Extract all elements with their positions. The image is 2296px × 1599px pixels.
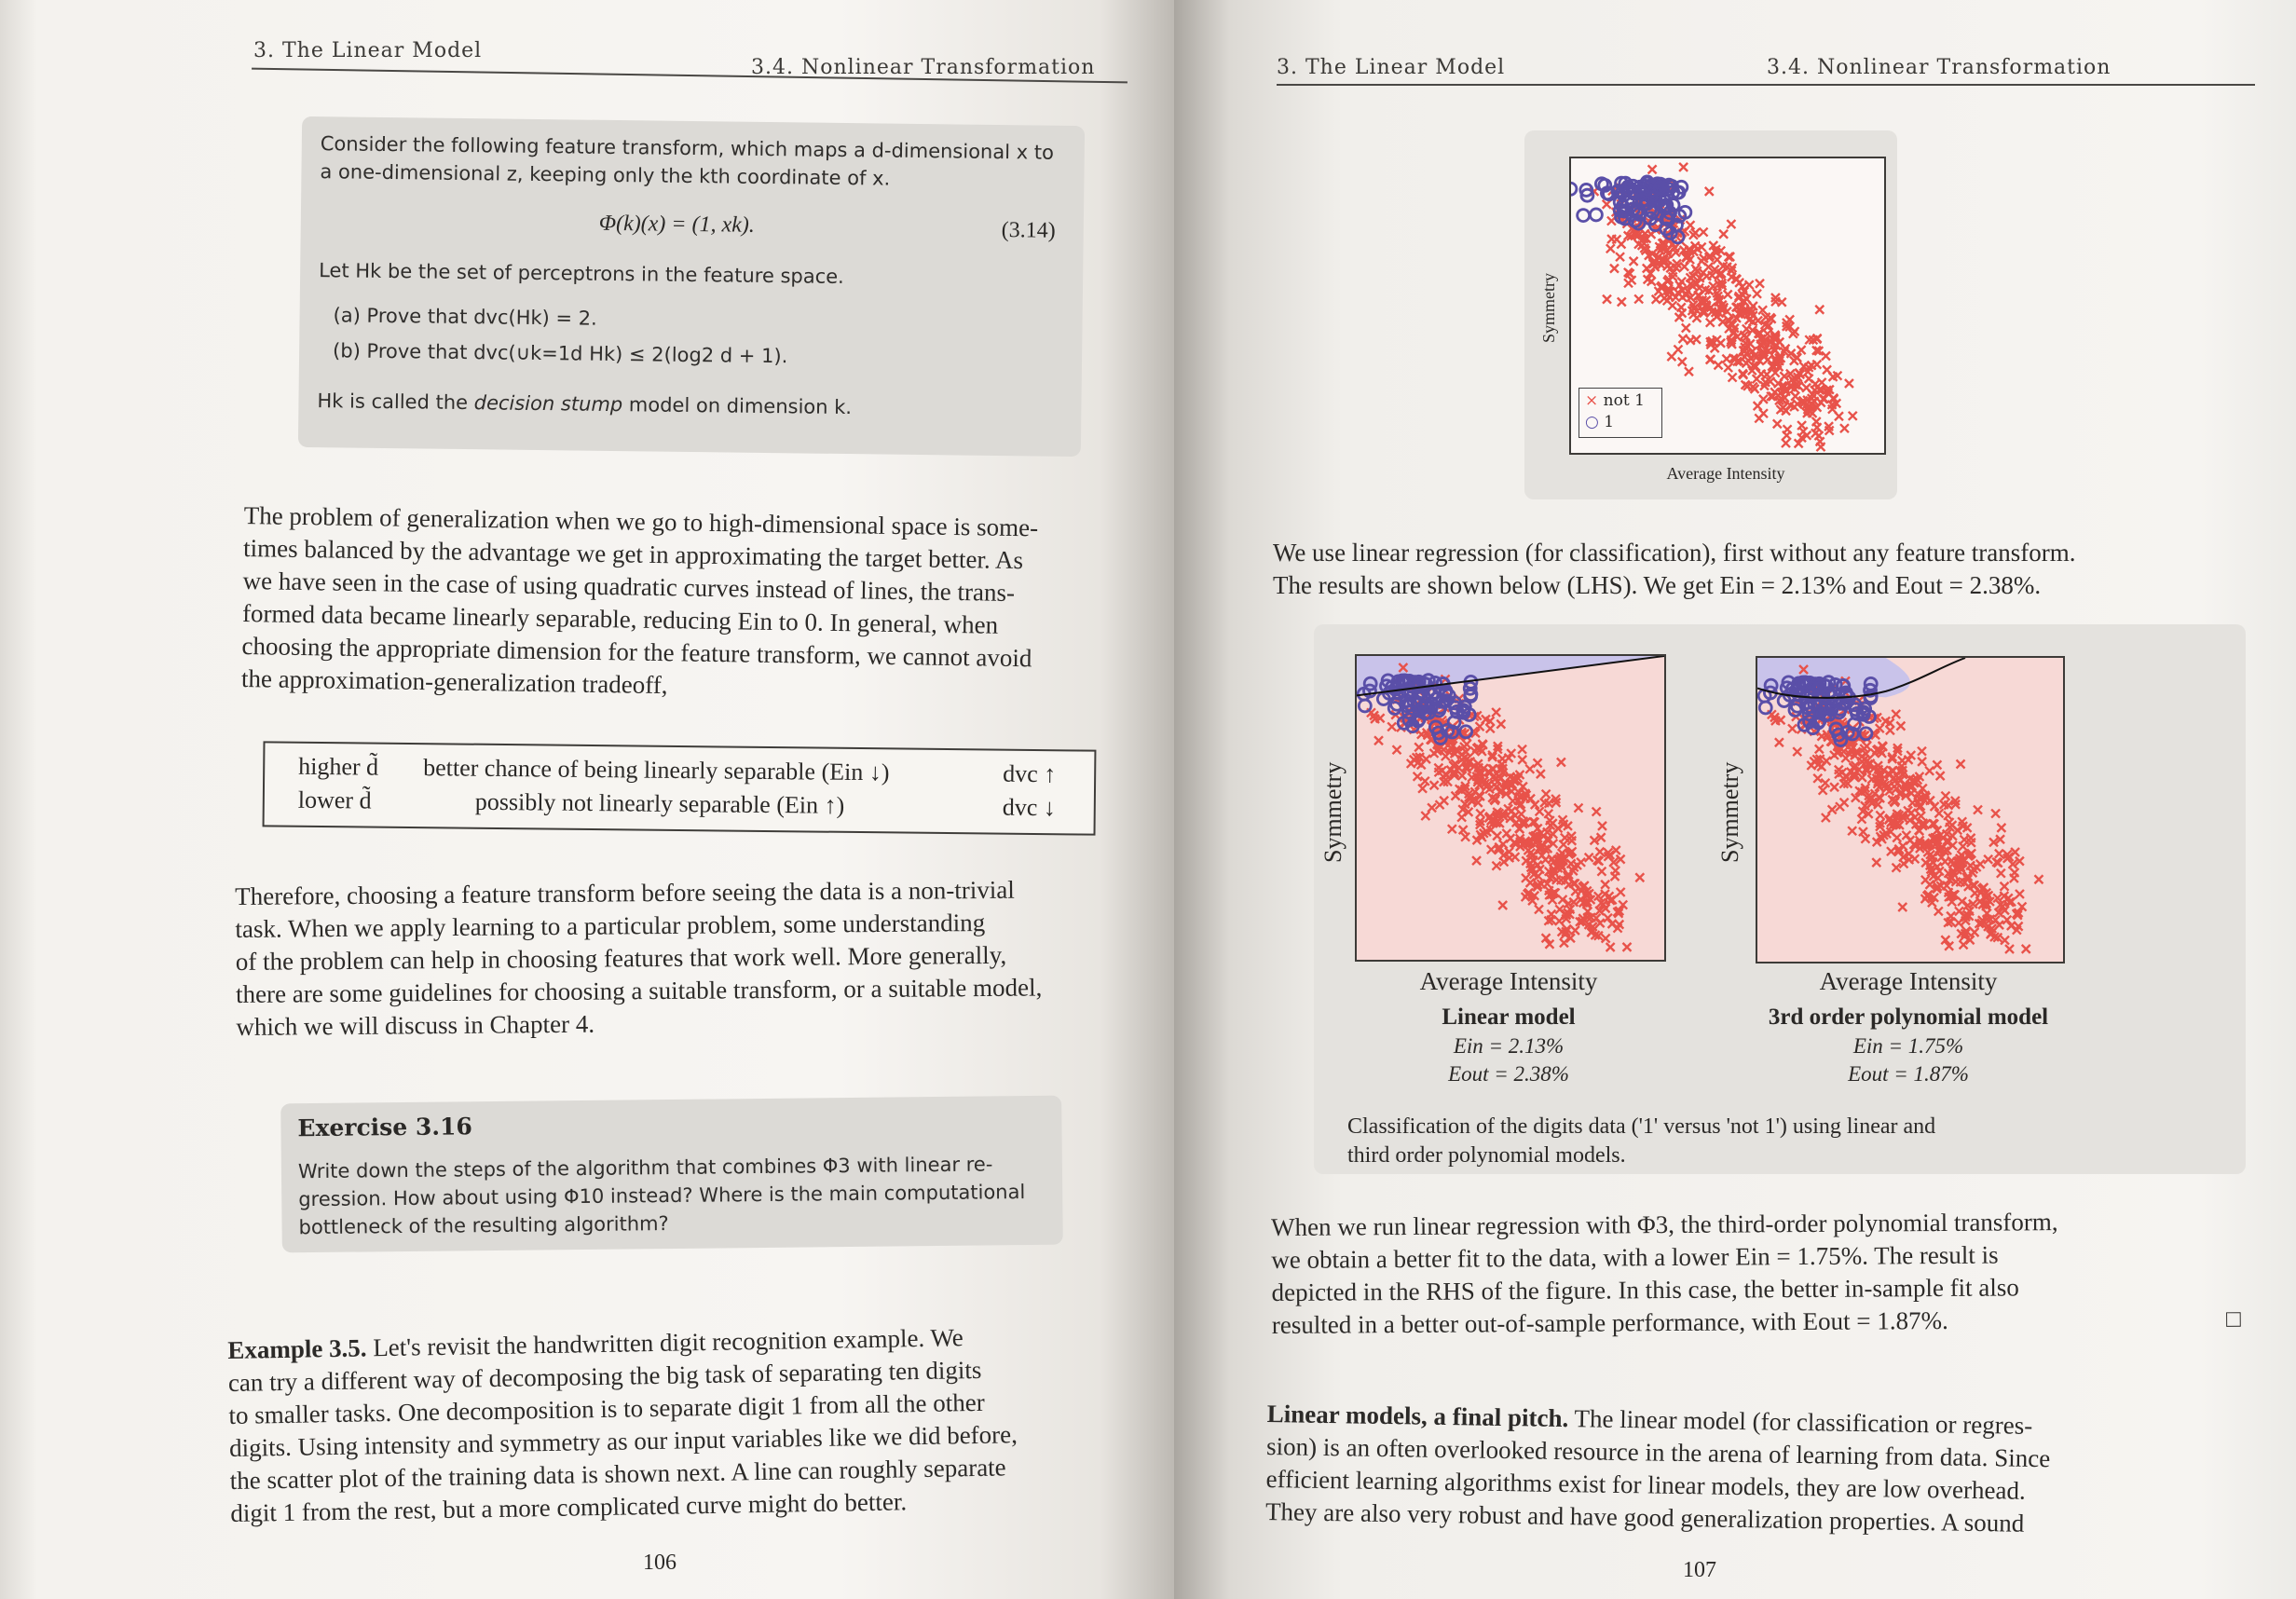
right-header-chapter: 3. The Linear Model — [1277, 56, 1506, 79]
right-page-number: 107 — [1683, 1558, 1716, 1582]
digit1-points — [1757, 675, 1879, 747]
caption-line: third order polynomial models. — [1347, 1143, 1626, 1168]
closing-emphasis: decision stump — [473, 391, 623, 417]
left-header-chapter: 3. The Linear Model — [253, 39, 483, 62]
tradeoff-row1-dvc: dvc ↑ — [1003, 759, 1057, 788]
tradeoff-table: higher d̃ better chance of being linearl… — [262, 741, 1097, 836]
digit1-points — [1571, 174, 1693, 245]
right-para2-line: resulted in a better out-of-sample perfo… — [1271, 1305, 1948, 1339]
polynomial-model-panel — [1756, 656, 2065, 964]
para2-line: which we will discuss in Chapter 4. — [236, 1009, 595, 1041]
right-header-rule — [1277, 84, 2255, 86]
figure-caption: Classification of the digits data ('1' v… — [1347, 1113, 2223, 1170]
final-pitch-paragraph: Linear models, a final pitch. The linear… — [1265, 1398, 2242, 1543]
right-para1-line: We use linear regression (for classifica… — [1273, 539, 2076, 567]
polynomial-model-title: 3rd order polynomial model — [1768, 1004, 2049, 1030]
exercise-316-box: Exercise 3.16 Write down the steps of th… — [280, 1095, 1063, 1253]
top-scatter-panel: × not 1 ○ 1 — [1569, 157, 1886, 455]
tradeoff-row2-dvc: dvc ↓ — [1002, 793, 1057, 822]
feature-transform-equation: Φ(k)(x) = (1, xk). — [598, 211, 755, 238]
tradeoff-row1-text: better chance of being linearly separabl… — [423, 754, 890, 786]
polynomial-model-ein: Ein = 1.75% — [1852, 1034, 1964, 1058]
linear-panel-xlabel: Average Intensity — [1419, 967, 1598, 995]
exercise-part-b: (b) Prove that dvc(∪k=1d Hk) ≤ 2(log2 d … — [332, 339, 788, 368]
polynomial-panel-xlabel: Average Intensity — [1819, 967, 1998, 995]
closing-suffix: model on dimension k. — [622, 393, 853, 419]
qed-square-icon: □ — [2226, 1305, 2241, 1332]
final-pitch-first-line: The linear model (for classification or … — [1574, 1404, 2033, 1440]
exercise-closing-line: Hk is called the decision stump model on… — [317, 387, 852, 421]
equation-number: (3.14) — [1001, 218, 1056, 243]
right-para1-line: The results are shown below (LHS). We ge… — [1273, 571, 2042, 599]
feature-transform-exercise-box: Consider the following feature transform… — [297, 116, 1086, 458]
top-plot-xlabel: Average Intensity — [1666, 464, 1785, 483]
exercise-part-a: (a) Prove that dvc(Hk) = 2. — [333, 304, 597, 330]
linear-model-scatter — [1357, 656, 1664, 952]
top-plot-legend: × not 1 ○ 1 — [1578, 388, 1662, 438]
final-pitch-title: Linear models, a final pitch. — [1266, 1399, 1569, 1433]
legend-label-1: 1 — [1604, 413, 1615, 431]
legend-cross-icon: × — [1585, 391, 1599, 410]
not1-points — [1767, 664, 2044, 954]
left-page-number: 106 — [643, 1551, 676, 1575]
linear-model-panel — [1355, 654, 1666, 962]
top-plot-ylabel: Symmetry — [1539, 273, 1558, 343]
tradeoff-row1-label: higher d̃ — [298, 752, 379, 781]
example-35-title: Example 3.5. — [227, 1333, 367, 1364]
polynomial-model-scatter — [1757, 658, 2044, 954]
caption-line: Classification of the digits data ('1' v… — [1347, 1114, 1936, 1139]
right-header-section: 3.4. Nonlinear Transformation — [1767, 56, 2112, 79]
right-page: 3. The Linear Model 3.4. Nonlinear Trans… — [1174, 0, 2296, 1599]
exercise-let-line: Let Hk be the set of perceptrons in the … — [319, 259, 844, 288]
linear-model-ein: Ein = 2.13% — [1453, 1034, 1565, 1058]
example-35-paragraph: Example 3.5. Let's revisit the handwritt… — [227, 1319, 1116, 1530]
closing-prefix: Hk is called the — [317, 390, 474, 415]
legend-label-not1: not 1 — [1603, 391, 1645, 410]
tradeoff-row2-label: lower d̃ — [297, 786, 372, 814]
exercise-316-title: Exercise 3.16 — [297, 1113, 472, 1142]
decision-boundary — [1757, 658, 1966, 699]
feature-choice-paragraph: Therefore, choosing a feature transform … — [235, 873, 1121, 1044]
linear-model-title: Linear model — [1442, 1004, 1576, 1030]
left-header-section: 3.4. Nonlinear Transformation — [751, 56, 1096, 79]
decision-boundary — [1357, 656, 1664, 697]
legend-circle-icon: ○ — [1585, 413, 1599, 431]
polynomial-model-eout: Eout = 1.87% — [1848, 1062, 1969, 1086]
not1-points — [1366, 663, 1646, 952]
linear-panel-ylabel: Symmetry — [1319, 761, 1346, 863]
polynomial-panel-ylabel: Symmetry — [1716, 761, 1743, 863]
left-page: 3. The Linear Model 3.4. Nonlinear Trans… — [0, 0, 1174, 1599]
regression-results-paragraph: We use linear regression (for classifica… — [1273, 537, 2261, 602]
linear-model-eout: Eout = 2.38% — [1448, 1062, 1569, 1086]
class-one-region — [1357, 656, 1664, 696]
polynomial-results-paragraph: When we run linear regression with Φ3, t… — [1271, 1205, 2241, 1342]
exercise-316-line: bottleneck of the resulting algorithm? — [298, 1212, 669, 1239]
tradeoff-row2-text: possibly not linearly separable (Ein ↑) — [474, 787, 845, 819]
top-scatter-plot — [1571, 162, 1858, 452]
generalization-paragraph: The problem of generalization when we go… — [241, 499, 1120, 709]
